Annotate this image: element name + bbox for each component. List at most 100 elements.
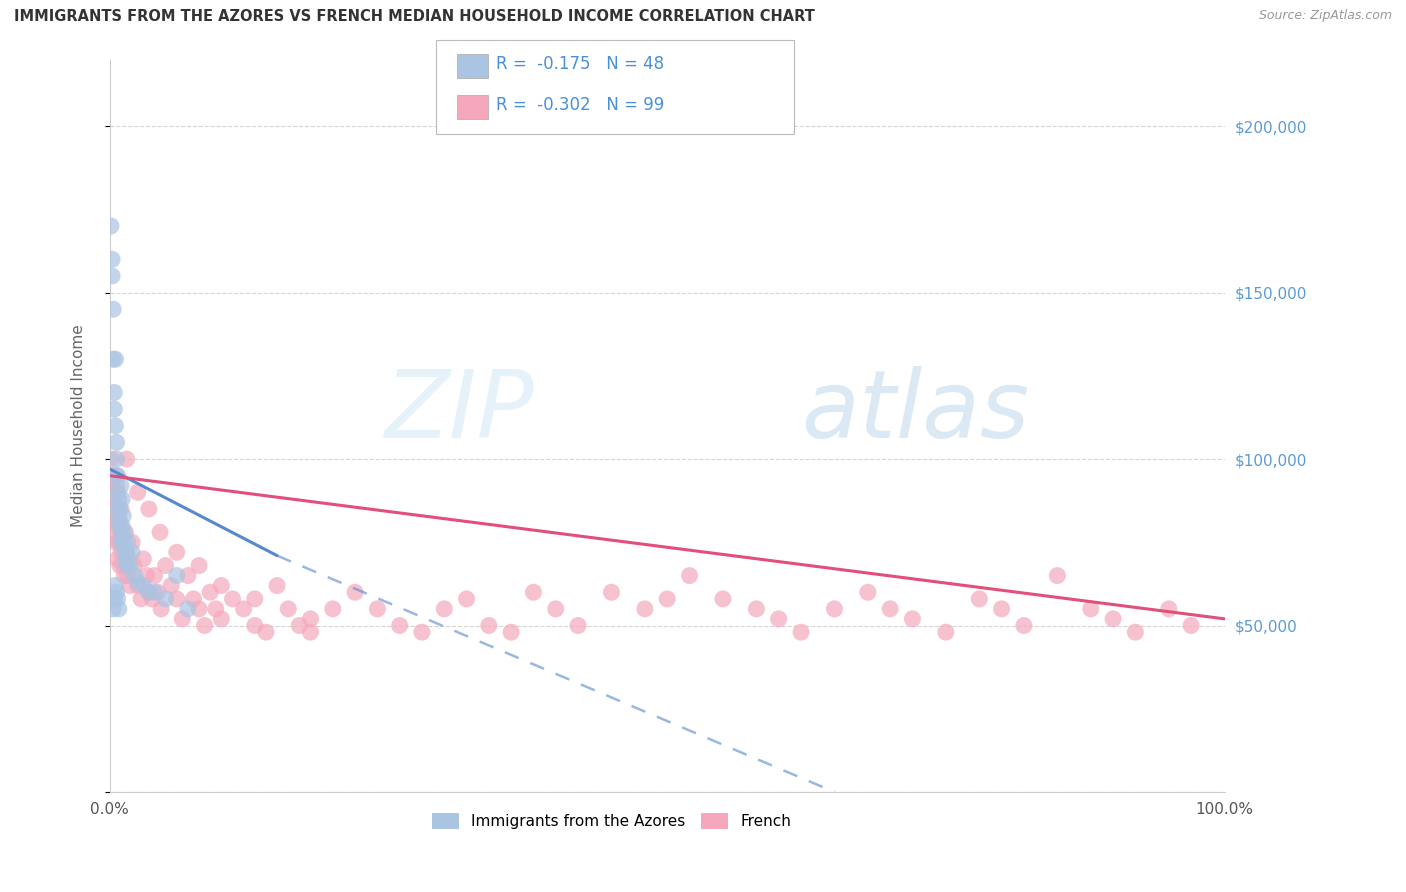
Point	[100, 452, 122, 467]
Point	[299, 625, 322, 640]
Point	[254, 625, 277, 640]
Point	[110, 545, 132, 559]
Point	[901, 612, 924, 626]
Point	[243, 591, 266, 606]
Point	[567, 618, 589, 632]
Point	[107, 518, 129, 533]
Point	[209, 578, 232, 592]
Point	[111, 491, 134, 506]
Point	[1080, 602, 1102, 616]
Point	[1012, 618, 1035, 632]
Point	[198, 585, 221, 599]
Point	[110, 479, 132, 493]
Point	[288, 618, 311, 632]
Point	[110, 502, 132, 516]
Point	[103, 512, 125, 526]
Point	[107, 602, 129, 616]
Point	[456, 591, 478, 606]
Text: R =  -0.302   N = 99: R = -0.302 N = 99	[496, 96, 665, 114]
Point	[1157, 602, 1180, 616]
Point	[204, 602, 226, 616]
Point	[1102, 612, 1125, 626]
Point	[366, 602, 388, 616]
Point	[121, 545, 143, 559]
Point	[132, 552, 155, 566]
Point	[103, 491, 125, 506]
Point	[105, 468, 128, 483]
Point	[277, 602, 299, 616]
Point	[103, 468, 125, 483]
Point	[111, 518, 134, 533]
Point	[100, 219, 122, 233]
Point	[103, 402, 125, 417]
Point	[141, 591, 163, 606]
Point	[103, 385, 125, 400]
Point	[160, 578, 183, 592]
Point	[209, 612, 232, 626]
Text: R =  -0.175   N = 48: R = -0.175 N = 48	[496, 55, 665, 73]
Point	[166, 545, 188, 559]
Point	[103, 591, 125, 606]
Point	[108, 558, 131, 573]
Point	[101, 468, 124, 483]
Point	[177, 602, 200, 616]
Point	[105, 535, 128, 549]
Text: IMMIGRANTS FROM THE AZORES VS FRENCH MEDIAN HOUSEHOLD INCOME CORRELATION CHART: IMMIGRANTS FROM THE AZORES VS FRENCH MED…	[14, 9, 815, 24]
Point	[745, 602, 768, 616]
Point	[388, 618, 411, 632]
Point	[657, 591, 679, 606]
Point	[107, 512, 129, 526]
Point	[188, 602, 211, 616]
Point	[118, 558, 141, 573]
Point	[138, 585, 160, 599]
Point	[990, 602, 1012, 616]
Point	[129, 591, 152, 606]
Point	[790, 625, 813, 640]
Point	[104, 525, 127, 540]
Point	[107, 552, 129, 566]
Point	[183, 591, 205, 606]
Point	[138, 585, 160, 599]
Point	[103, 602, 125, 616]
Point	[101, 485, 124, 500]
Point	[121, 535, 143, 549]
Point	[104, 418, 127, 433]
Point	[112, 568, 135, 582]
Text: Source: ZipAtlas.com: Source: ZipAtlas.com	[1258, 9, 1392, 22]
Point	[188, 558, 211, 573]
Point	[115, 545, 138, 559]
Point	[112, 535, 135, 549]
Point	[124, 558, 146, 573]
Point	[115, 545, 138, 559]
Y-axis label: Median Household Income: Median Household Income	[72, 325, 86, 527]
Point	[678, 568, 700, 582]
Point	[146, 585, 169, 599]
Point	[118, 552, 141, 566]
Point	[243, 618, 266, 632]
Point	[634, 602, 657, 616]
Point	[768, 612, 790, 626]
Point	[124, 568, 146, 582]
Point	[969, 591, 991, 606]
Point	[107, 535, 129, 549]
Point	[110, 535, 132, 549]
Point	[112, 545, 135, 559]
Point	[127, 485, 149, 500]
Point	[105, 479, 128, 493]
Text: atlas: atlas	[801, 366, 1029, 457]
Point	[104, 502, 127, 516]
Point	[118, 578, 141, 592]
Point	[132, 578, 155, 592]
Point	[117, 535, 139, 549]
Point	[322, 602, 344, 616]
Legend: Immigrants from the Azores, French: Immigrants from the Azores, French	[426, 807, 797, 836]
Point	[433, 602, 456, 616]
Point	[111, 525, 134, 540]
Point	[232, 602, 254, 616]
Point	[344, 585, 367, 599]
Point	[104, 578, 127, 592]
Point	[150, 602, 173, 616]
Point	[100, 479, 122, 493]
Point	[501, 625, 523, 640]
Point	[155, 558, 177, 573]
